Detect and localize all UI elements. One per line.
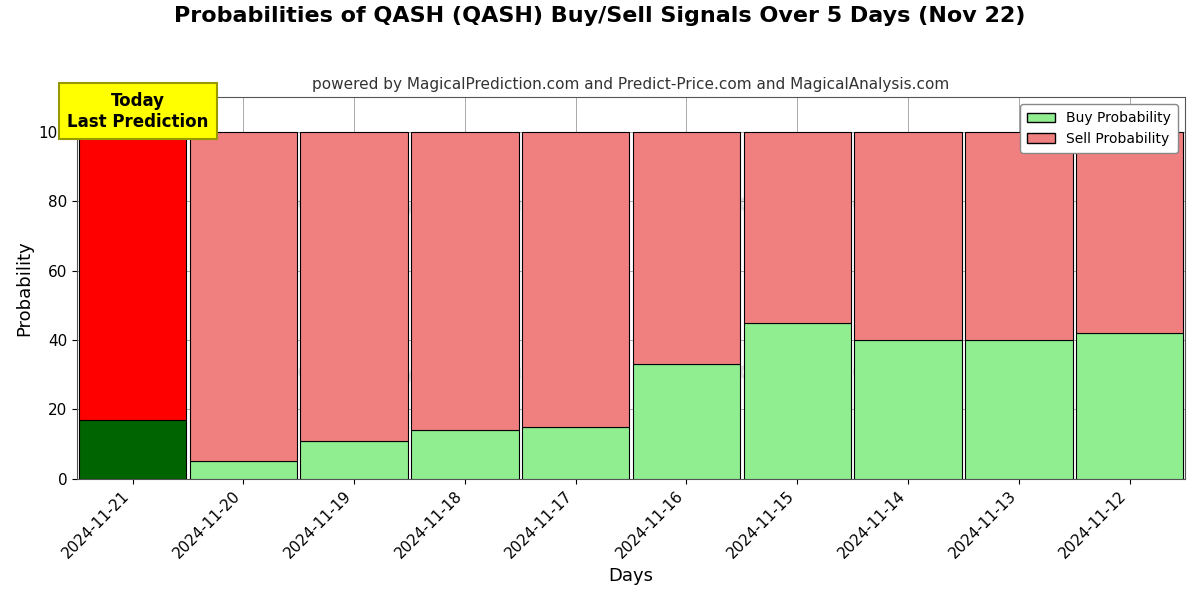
- Bar: [79, 420, 186, 479]
- Text: MagicalPrediction.com: MagicalPrediction.com: [670, 360, 991, 384]
- Bar: [190, 461, 298, 479]
- Bar: [300, 132, 408, 440]
- Bar: [854, 132, 961, 340]
- Bar: [965, 340, 1073, 479]
- Bar: [1076, 333, 1183, 479]
- X-axis label: Days: Days: [608, 567, 654, 585]
- Text: Probabilities of QASH (QASH) Buy/Sell Signals Over 5 Days (Nov 22): Probabilities of QASH (QASH) Buy/Sell Si…: [174, 6, 1026, 26]
- Bar: [522, 427, 630, 479]
- Bar: [965, 132, 1073, 340]
- Bar: [412, 132, 518, 430]
- Legend: Buy Probability, Sell Probability: Buy Probability, Sell Probability: [1020, 104, 1178, 153]
- Text: MagicalAnalysis.com: MagicalAnalysis.com: [229, 192, 523, 216]
- Bar: [300, 440, 408, 479]
- Bar: [79, 132, 186, 420]
- Bar: [522, 132, 630, 427]
- Bar: [1076, 132, 1183, 333]
- Bar: [190, 132, 298, 461]
- Bar: [744, 323, 851, 479]
- Text: Today
Last Prediction: Today Last Prediction: [67, 92, 209, 131]
- Bar: [632, 132, 740, 364]
- Y-axis label: Probability: Probability: [14, 240, 32, 336]
- Text: MagicalPrediction.com: MagicalPrediction.com: [670, 192, 991, 216]
- Title: powered by MagicalPrediction.com and Predict-Price.com and MagicalAnalysis.com: powered by MagicalPrediction.com and Pre…: [312, 77, 949, 92]
- Bar: [412, 430, 518, 479]
- Bar: [744, 132, 851, 323]
- Bar: [632, 364, 740, 479]
- Bar: [854, 340, 961, 479]
- Text: MagicalAnalysis.com: MagicalAnalysis.com: [229, 360, 523, 384]
